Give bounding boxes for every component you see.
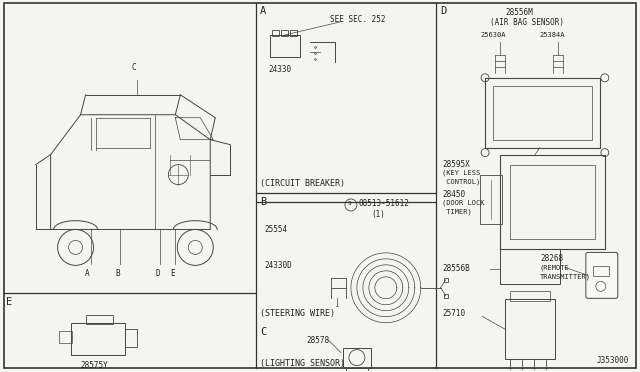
Text: (LIGHTING SENSOR): (LIGHTING SENSOR): [260, 359, 345, 368]
Bar: [86, 315, 113, 324]
Text: D: D: [155, 269, 160, 278]
Text: 28450: 28450: [442, 190, 465, 199]
Bar: [510, 165, 595, 240]
Bar: [70, 323, 125, 355]
Text: 28595X: 28595X: [442, 160, 470, 169]
Bar: [593, 266, 609, 276]
Bar: [272, 30, 279, 36]
Bar: [346, 368, 368, 372]
Bar: [493, 86, 592, 140]
Text: CONTROL): CONTROL): [442, 179, 481, 185]
Text: E: E: [6, 297, 12, 307]
Bar: [480, 174, 502, 224]
Text: 25630A: 25630A: [480, 32, 506, 38]
Bar: [485, 78, 600, 148]
Text: 24330D: 24330D: [264, 261, 292, 270]
Bar: [270, 35, 300, 57]
Bar: [59, 331, 72, 343]
Text: (DOOR LOCK: (DOOR LOCK: [442, 199, 484, 206]
Bar: [500, 155, 605, 249]
Text: 28575Y: 28575Y: [81, 360, 108, 370]
FancyBboxPatch shape: [586, 253, 618, 298]
Text: B: B: [115, 269, 120, 278]
Text: 25710: 25710: [442, 309, 465, 318]
Text: 25384A: 25384A: [540, 32, 566, 38]
Bar: [505, 299, 555, 359]
Text: (1): (1): [371, 210, 385, 219]
Text: TIMER): TIMER): [442, 209, 472, 215]
Text: TRANSMITTER): TRANSMITTER): [540, 273, 591, 280]
Bar: [510, 291, 550, 301]
Text: 08513-51612: 08513-51612: [359, 199, 410, 208]
Text: J353000: J353000: [597, 356, 629, 365]
Bar: [125, 329, 138, 347]
Text: S: S: [348, 201, 352, 206]
Text: E: E: [170, 269, 175, 278]
Text: 25554: 25554: [264, 225, 287, 234]
Bar: [290, 30, 297, 36]
Text: A: A: [260, 6, 266, 16]
Text: 28268: 28268: [540, 254, 563, 263]
Bar: [343, 347, 371, 368]
Text: B: B: [260, 197, 266, 207]
Text: 28578: 28578: [306, 336, 329, 344]
Text: 28556B: 28556B: [442, 264, 470, 273]
Bar: [281, 30, 288, 36]
Text: A: A: [85, 269, 90, 278]
Bar: [500, 249, 560, 284]
Text: D: D: [440, 6, 447, 16]
Text: C: C: [260, 327, 266, 337]
Text: (STEERING WIRE): (STEERING WIRE): [260, 309, 335, 318]
Text: (KEY LESS: (KEY LESS: [442, 170, 481, 176]
Text: (AIR BAG SENSOR): (AIR BAG SENSOR): [490, 18, 564, 27]
Text: 24330: 24330: [268, 65, 291, 74]
Text: 28556M: 28556M: [505, 8, 532, 17]
Text: (CIRCUIT BREAKER): (CIRCUIT BREAKER): [260, 179, 345, 188]
Text: SEE SEC. 252: SEE SEC. 252: [330, 15, 385, 24]
Text: (REMOTE: (REMOTE: [540, 264, 570, 271]
Text: C: C: [131, 63, 136, 72]
